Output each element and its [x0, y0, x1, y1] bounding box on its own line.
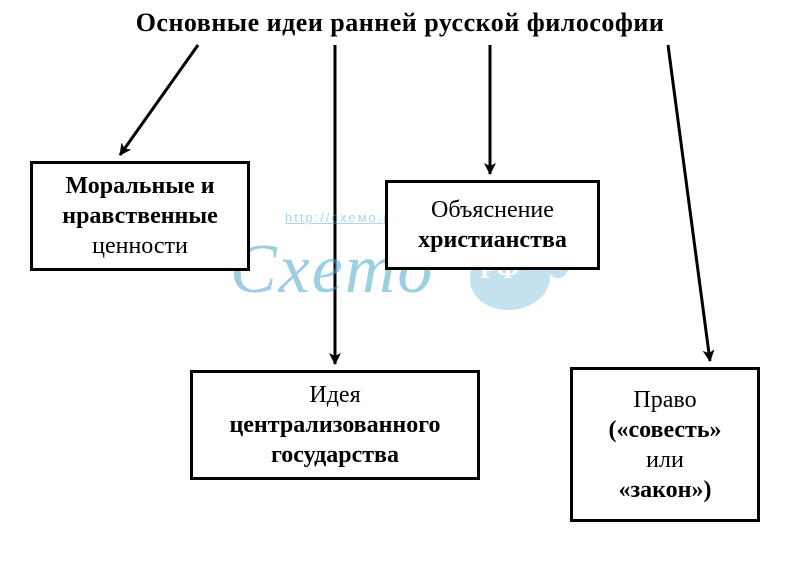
node-line: нравственные — [41, 201, 239, 231]
arrow — [668, 45, 710, 361]
node-line: «закон») — [581, 475, 749, 505]
diagram-canvas: { "diagram": { "type": "tree", "backgrou… — [0, 0, 800, 564]
node-line: централизованного — [201, 410, 469, 440]
node-law: Право(«совесть»или«закон») — [570, 367, 760, 522]
node-line: государства — [201, 440, 469, 470]
node-line: («совесть» — [581, 415, 749, 445]
node-line: ценности — [41, 231, 239, 261]
node-christianity: Объяснениехристианства — [385, 180, 600, 270]
arrow — [120, 45, 198, 155]
node-moral-values: Моральные инравственныеценности — [30, 161, 250, 271]
node-centralized-state: Идеяцентрализованногогосударства — [190, 370, 480, 480]
node-line: или — [581, 445, 749, 475]
diagram-title: Основные идеи ранней русской философии — [0, 8, 800, 38]
node-line: христианства — [396, 225, 589, 255]
node-line: Идея — [201, 380, 469, 410]
node-line: Моральные и — [41, 171, 239, 201]
node-line: Право — [581, 385, 749, 415]
node-line: Объяснение — [396, 195, 589, 225]
